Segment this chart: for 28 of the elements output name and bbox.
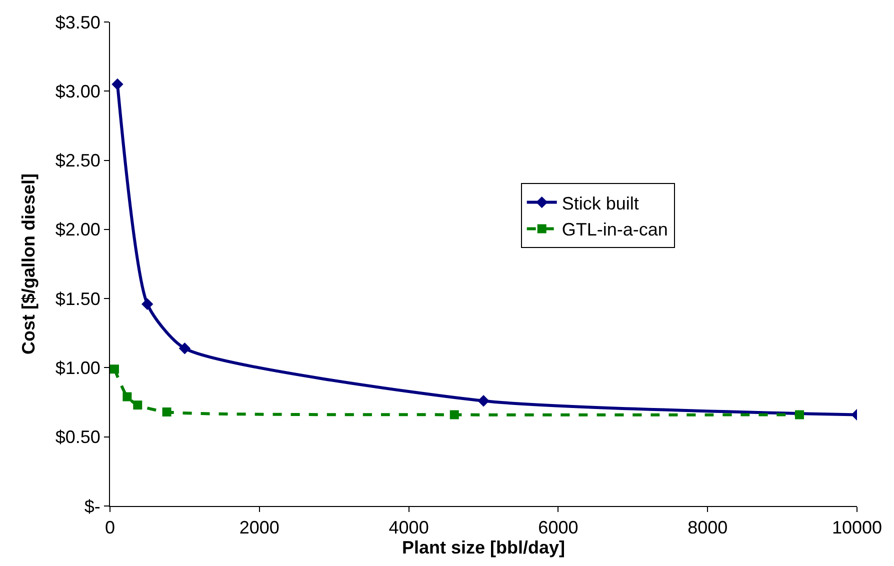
point — [178, 342, 191, 354]
point — [142, 298, 154, 310]
y-tick-label: $3.00 — [55, 81, 100, 102]
y-tick-label: $0.50 — [55, 427, 100, 448]
x-tick-label: 8000 — [688, 518, 728, 538]
x-tick-label: 6000 — [538, 518, 578, 538]
point — [450, 410, 459, 420]
y-tick-label: $2.00 — [55, 220, 100, 240]
y-axis-title: Cost [$/gallon diesel] — [18, 173, 39, 355]
y-tick-label: $2.50 — [55, 150, 100, 171]
point — [162, 407, 172, 416]
point — [478, 395, 490, 407]
legend-label: Stick built — [562, 193, 639, 214]
point — [794, 410, 804, 420]
point — [133, 400, 142, 410]
x-tick-label: 2000 — [239, 518, 280, 538]
y-tick-label: $1.50 — [55, 288, 100, 309]
x-tick-label: 0 — [104, 518, 116, 538]
point — [112, 78, 124, 90]
y-tick-label: $1.00 — [55, 358, 100, 378]
legend-label: GTL-in-a-can — [562, 220, 668, 240]
x-tick-label: 10000 — [832, 518, 882, 538]
y-tick-label: $- — [84, 496, 100, 516]
point — [110, 364, 119, 374]
y-tick-label: $3.50 — [55, 12, 100, 32]
x-tick-label: 4000 — [388, 518, 429, 538]
x-axis-title: Plant size [bbl/day] — [402, 538, 566, 558]
point — [122, 392, 132, 402]
